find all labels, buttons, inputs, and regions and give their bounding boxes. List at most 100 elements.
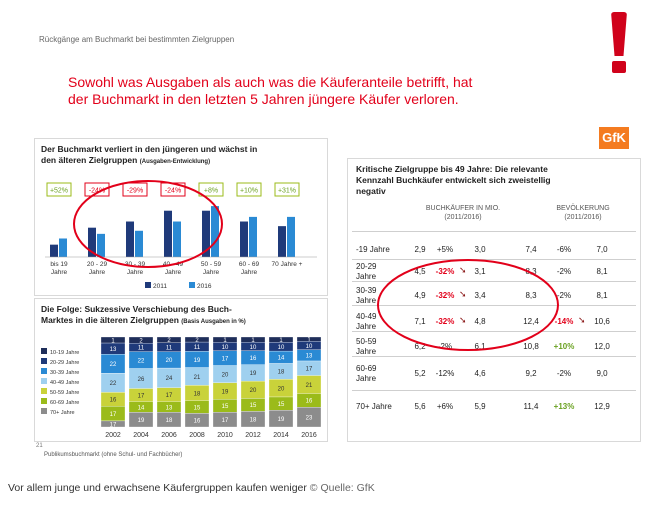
segment-6-2016 [296,407,322,428]
segment-label-2-2012: 16 [250,356,257,362]
x-tick-label-4-0: 50 - 59 [201,261,222,268]
row-label-line: Jahre [356,374,377,383]
segment-label-5-2014: 15 [278,402,285,408]
segment-label-1-2010: 10 [222,345,229,351]
cell-p2016-4: 12,0 [594,342,610,351]
buyers-group-header: BUCHKÄUFER IN MIO. (2011/2016) [408,204,518,222]
segment-label-0-2002: 1 [111,338,115,344]
cell-pchg-4: +10% [553,342,575,351]
segment-label-0-2006: 2 [167,338,171,344]
bar-2016-5 [249,216,257,257]
cell-p2016-3: 10,6 [594,317,610,326]
x-tick-label-2012: 2012 [245,432,261,439]
buyers-group-header-line-1: BUCHKÄUFER IN MIO. [425,205,501,212]
caption-source: © Quelle: GfK [309,482,375,494]
highlight-ellipse-spending [73,180,223,268]
segment-label-3-2004: 26 [138,377,145,383]
segment-label-3-2008: 21 [194,375,201,381]
legend-swatch-0 [41,348,47,354]
change-label-3: -24% [165,188,181,195]
cell-pchg-0: -6% [556,245,572,254]
row-label-line: Jahre [356,347,377,356]
row-divider [352,281,636,282]
segment-label-4-2014: 20 [278,386,285,392]
change-box-0 [46,182,72,197]
segment-6-2010 [212,412,238,428]
legend-label-2011: 2011 [153,283,167,290]
row-divider [352,356,636,357]
population-group-header-line-2: (2011/2016) [564,214,602,221]
row-label-line: 20-29 [356,262,377,271]
spending-chart-title-line-1: Der Buchmarkt verliert in den jüngeren u… [41,144,258,154]
change-label-4: +8% [204,188,218,195]
bar-2011-6 [278,226,286,257]
cell-b2011-0: 2,9 [414,245,426,254]
share-chart-title-line-1: Die Folge: Sukzessive Verschiebung des B… [41,304,232,314]
down-arrow-icon: ➘ [459,265,467,275]
segment-6-2004 [128,412,154,428]
segment-label-1-2014: 10 [278,345,285,351]
cell-bchg-0: +5% [436,245,454,254]
segment-6-2008 [184,413,210,428]
legend-swatch-2016 [189,282,195,288]
row-label-6: 70+ Jahre [356,402,392,412]
change-label-2: -29% [127,188,143,195]
x-tick-label-2016: 2016 [301,432,317,439]
segment-label-2-2014: 14 [278,356,285,362]
segment-label-2-2006: 20 [166,358,173,364]
buyers-table-title-line-3: negativ [356,186,386,196]
segment-label-2-2002: 22 [110,362,117,368]
x-tick-label-2004: 2004 [133,432,149,439]
x-tick-label-0-1: Jahre [51,269,68,276]
segment-label-0-2016: 1 [307,337,311,343]
cell-bchg-5: -12% [435,369,455,378]
x-tick-label-2010: 2010 [217,432,233,439]
bar-2016-1 [97,233,105,257]
x-tick-label-6-0: 70 Jahre + [272,261,303,268]
cell-b2016-2: 3,4 [474,291,486,300]
legend-swatch-1 [41,358,47,364]
image-caption: Vor allem junge und erwachsene Käufergru… [8,482,375,494]
segment-label-1-2012: 10 [250,345,257,351]
x-tick-label-2002: 2002 [105,432,121,439]
row-divider [352,331,636,332]
cell-p2016-6: 12,9 [594,402,610,411]
legend-label-6: 70+ Jahre [50,410,75,416]
spending-chart-title-note: (Ausgaben-Entwicklung) [139,159,211,165]
footnote: Publikumsbuchmarkt (ohne Schul- und Fach… [44,452,183,458]
x-tick-label-2006: 2006 [161,432,177,439]
x-tick-label-5-0: 60 - 69 [239,261,260,268]
row-label-line: 30-39 [356,286,377,295]
slide-headline: Sowohl was Ausgaben als auch was die Käu… [68,74,628,108]
segment-label-6-2006: 18 [166,418,173,424]
legend-label-0: 10-19 Jahre [50,350,79,356]
down-arrow-icon: ➘ [459,289,467,299]
segment-label-4-2002: 16 [110,398,117,404]
gfk-logo: GfK [599,127,629,149]
spending-chart-panel: Der Buchmarkt verliert in den jüngeren u… [34,138,328,296]
cell-bchg-3: -32% [435,317,455,326]
row-label-2: 30-39 Jahre [356,286,376,306]
row-label-line: Jahre [356,322,377,331]
spending-chart-title: Der Buchmarkt verliert in den jüngeren u… [41,144,326,168]
cell-p2011-0: 7,4 [525,245,537,254]
caption-text: Vor allem junge und erwachsene Käufergru… [8,482,307,494]
population-group-header-line-1: BEVÖLKERUNG [556,205,610,212]
cell-p2011-6: 11,4 [523,402,539,411]
legend-label-4: 50-59 Jahre [50,390,79,396]
share-chart-title-line-2: Marktes in die älteren Zielgruppen [41,315,179,325]
x-tick-label-1-0: 20 - 29 [87,261,108,268]
bar-2011-4 [202,210,210,257]
buyers-table-title-line-1: Kritische Zielgruppe bis 49 Jahre: Die r… [356,164,548,174]
cell-b2016-4: 6,1 [474,342,486,351]
segment-label-6-2014: 19 [278,417,285,423]
legend-label-1: 20-29 Jahre [50,360,79,366]
cell-b2011-5: 5,2 [414,369,426,378]
buyers-table-panel: Kritische Zielgruppe bis 49 Jahre: Die r… [347,158,641,442]
segment-label-4-2004: 17 [138,393,145,399]
segment-label-6-2002: 17 [110,422,117,428]
cell-pchg-5: -2% [556,369,572,378]
bar-2011-0 [50,244,58,257]
page-number: 21 [36,443,43,449]
row-label-line: 60-69 [356,364,377,373]
